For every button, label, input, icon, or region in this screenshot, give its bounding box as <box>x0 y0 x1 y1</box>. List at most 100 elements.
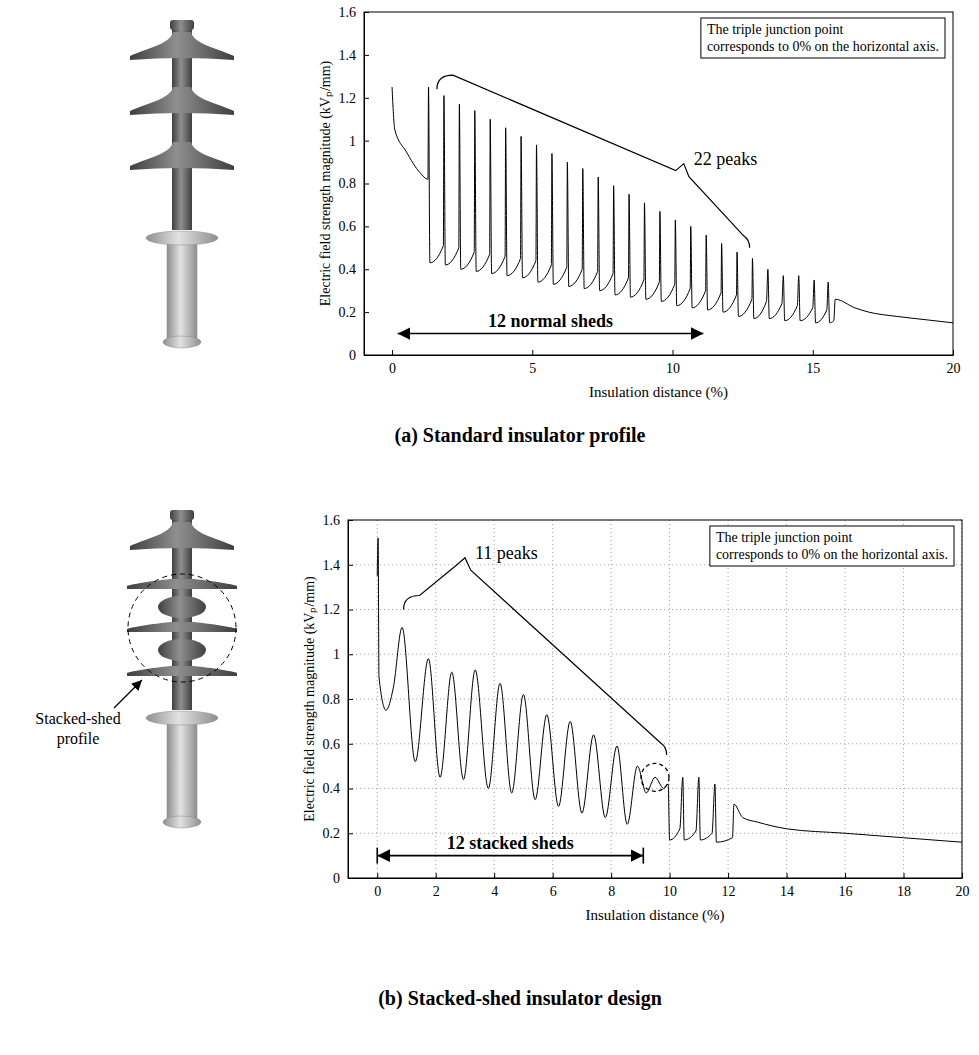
span-arrow <box>398 333 704 335</box>
figure: 0510152000.20.40.60.811.21.41.6Insulatio… <box>0 0 979 1055</box>
plot-marks <box>377 538 962 842</box>
y-tick-label: 1.6 <box>339 5 357 20</box>
y-tick-label: 1 <box>333 647 340 662</box>
x-axis-line <box>349 878 963 879</box>
y-axis: 00.20.40.60.811.21.41.6 <box>323 513 354 886</box>
insulator-cap <box>170 20 194 30</box>
x-tick-label: 0 <box>374 884 381 899</box>
y-tick: 1.2 <box>323 602 354 617</box>
y-tick: 1.6 <box>323 513 354 528</box>
end-fitting <box>167 720 197 820</box>
y-tick: 1.6 <box>339 5 370 20</box>
grid <box>348 520 962 878</box>
x-tick-mark <box>494 873 495 878</box>
y-tick-label: 0.8 <box>339 176 357 191</box>
insulator-disc <box>127 666 237 676</box>
panel-caption: (b) Stacked-shed insulator design <box>378 987 662 1010</box>
x-tick: 16 <box>839 873 853 899</box>
y-tick: 0.8 <box>323 692 354 707</box>
y-tick-label: 1.4 <box>339 48 357 63</box>
note-text: The triple junction point corresponds to … <box>707 22 939 54</box>
insulator-shed <box>130 32 234 60</box>
note-line: corresponds to 0% on the horizontal axis… <box>707 39 939 54</box>
x-axis-title: Insulation distance (%) <box>589 384 728 401</box>
x-tick-label: 6 <box>550 884 557 899</box>
note-text: The triple junction point corresponds to … <box>716 530 948 562</box>
grid-line-y <box>348 743 962 744</box>
x-axis: 05101520 <box>365 350 961 376</box>
note-line: corresponds to 0% on the horizontal axis… <box>716 547 948 562</box>
x-tick-mark <box>436 873 437 878</box>
y-tick: 1 <box>333 647 353 662</box>
y-tick: 0.2 <box>323 826 354 841</box>
bracket-label: 22 peaks <box>694 149 757 169</box>
panel-caption: (a) Standard insulator profile <box>395 424 646 447</box>
x-axis-title: Insulation distance (%) <box>585 907 724 924</box>
insulator-shed <box>130 87 234 115</box>
note-line: The triple junction point <box>707 22 844 37</box>
plot-frame <box>348 520 962 878</box>
x-axis-line <box>365 355 954 356</box>
x-tick-label: 10 <box>663 884 677 899</box>
y-tick-mark <box>364 184 369 185</box>
x-tick-mark <box>787 873 788 878</box>
y-tick: 0 <box>349 348 369 363</box>
y-tick-mark <box>364 12 369 13</box>
x-tick-label: 18 <box>897 884 911 899</box>
y-tick-mark <box>364 355 369 356</box>
grading-ring <box>146 231 218 245</box>
x-tick-mark <box>845 873 846 878</box>
x-tick-label: 14 <box>780 884 794 899</box>
insulator-drawing <box>130 20 234 348</box>
x-tick-label: 4 <box>491 884 498 899</box>
note-line: The triple junction point <box>716 530 853 545</box>
y-axis-title: Electric field strength magnitude (kVₚ/m… <box>318 60 334 306</box>
y-tick-mark <box>348 878 353 879</box>
y-tick-label: 1.6 <box>323 513 341 528</box>
y-tick-label: 1.2 <box>323 602 341 617</box>
y-tick-label: 0.6 <box>323 737 341 752</box>
y-tick-label: 0.4 <box>323 781 341 796</box>
y-tick-mark <box>364 98 369 99</box>
image-label-arrow <box>114 680 142 708</box>
x-tick: 8 <box>608 873 615 899</box>
y-tick-mark <box>348 744 353 745</box>
y-tick: 1.4 <box>339 48 370 63</box>
x-tick-mark <box>392 350 393 355</box>
x-tick-label: 10 <box>666 361 680 376</box>
y-tick-mark <box>348 565 353 566</box>
insulator-disc <box>127 579 237 589</box>
span-arrow <box>377 855 643 857</box>
note-box: The triple junction point corresponds to … <box>701 18 945 58</box>
y-tick-mark <box>348 520 353 521</box>
grid-line-y <box>348 609 962 610</box>
x-tick-label: 16 <box>839 884 853 899</box>
y-tick-mark <box>364 312 369 313</box>
note-frame <box>701 18 945 58</box>
insulator-shed <box>130 522 234 550</box>
insulator-disc <box>127 622 237 632</box>
x-tick: 10 <box>663 873 677 899</box>
x-tick-mark <box>813 350 814 355</box>
grading-ring <box>146 711 218 725</box>
x-tick: 5 <box>529 350 536 376</box>
x-tick: 12 <box>722 873 736 899</box>
x-tick: 20 <box>947 350 961 376</box>
end-fitting-base <box>163 336 201 348</box>
y-tick-mark <box>348 789 353 790</box>
y-tick: 1 <box>349 134 369 149</box>
span-end <box>376 848 378 864</box>
insulator-shed <box>130 142 234 170</box>
x-tick: 2 <box>433 873 440 899</box>
note-frame <box>710 526 954 566</box>
x-tick-label: 2 <box>433 884 440 899</box>
y-tick-mark <box>348 654 353 655</box>
y-tick: 0.4 <box>323 781 354 796</box>
insulator-bulge <box>158 596 206 618</box>
image-label: Stacked-shedprofile <box>35 710 120 748</box>
x-axis: 02468101214161820 <box>349 873 970 899</box>
x-tick-mark <box>611 873 612 878</box>
y-tick: 0.6 <box>323 737 354 752</box>
x-tick: 18 <box>897 873 911 899</box>
end-fitting-base <box>163 816 201 828</box>
